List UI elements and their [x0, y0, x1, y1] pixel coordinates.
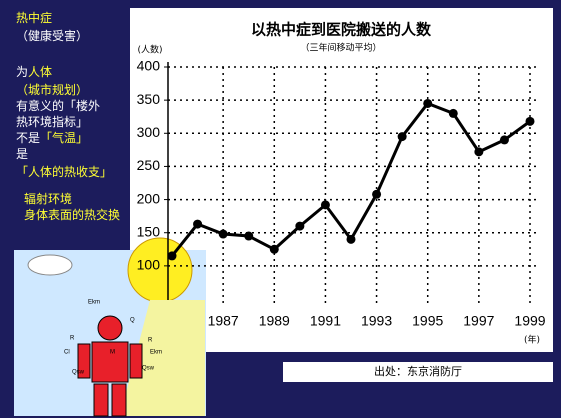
point — [193, 219, 203, 229]
x-tick-label: 1999 — [514, 313, 545, 329]
arm — [129, 343, 143, 379]
source-box — [283, 362, 553, 382]
x-tick-label: 1991 — [310, 313, 341, 329]
illustration-label: Cl — [64, 350, 70, 356]
illustration-label: Qsw — [142, 366, 155, 372]
sidebar-line: （健康受害） — [16, 28, 88, 43]
y-tick-label: 150 — [137, 223, 161, 239]
sidebar-text: （城市规划） — [16, 82, 88, 97]
point — [397, 132, 407, 142]
point — [346, 234, 356, 244]
point — [372, 189, 382, 199]
illustration-label: Ekm — [88, 300, 100, 306]
x-tick-label: 1987 — [208, 313, 239, 329]
chart-title: 以热中症到医院搬送的人数 — [251, 21, 432, 39]
sidebar-line: 为人体 — [16, 65, 52, 79]
illustration-label: R — [148, 338, 153, 344]
sidebar-line: 身体表面的热交换 — [24, 207, 120, 222]
point — [167, 251, 177, 261]
cloud — [27, 254, 73, 276]
illustration-label: Q — [130, 318, 135, 324]
point — [218, 229, 228, 239]
x-tick-label: 1993 — [361, 313, 392, 329]
y-axis-label: (人数) — [137, 44, 162, 56]
arm — [77, 343, 91, 379]
illustration — [14, 237, 206, 417]
illustration-label: Ekm — [150, 350, 162, 356]
sunlight — [120, 300, 205, 416]
illustration-label: R — [70, 336, 75, 342]
sidebar-line: 「人体的热收支」 — [16, 164, 112, 179]
sidebar-text: （健康受害） — [16, 28, 88, 43]
point — [244, 231, 254, 241]
leg — [93, 383, 109, 417]
sidebar-text: 「人体的热收支」 — [16, 164, 112, 179]
sidebar-text: 人体 — [28, 65, 52, 79]
point — [525, 116, 535, 126]
x-tick-label: 1989 — [259, 313, 290, 329]
y-tick-label: 250 — [137, 157, 161, 173]
y-tick-label: 200 — [137, 190, 161, 206]
point — [295, 221, 305, 231]
point — [320, 200, 330, 210]
sidebar: 热中症 （健康受害） 为人体 （城市规划）有意义的「楼外热环境指标」不是「气温」是「人… — [16, 10, 120, 222]
sidebar-text: 辐射环境 — [24, 191, 72, 206]
sidebar-text: 不是 — [16, 131, 40, 145]
x-axis-label: (年) — [524, 334, 540, 346]
y-tick-label: 300 — [137, 124, 161, 140]
point — [499, 135, 509, 145]
y-tick-label: 400 — [137, 58, 161, 74]
sidebar-line: 是 — [16, 147, 28, 161]
sidebar-line: 辐射环境 — [24, 191, 72, 206]
source: 出处：东京消防厅 — [374, 364, 462, 378]
sidebar-line: 热环境指标」 — [16, 114, 88, 129]
body — [91, 341, 129, 383]
sidebar-text: 是 — [16, 147, 28, 161]
sidebar-line: 有意义的「楼外 — [16, 98, 100, 113]
point — [269, 244, 279, 254]
sidebar-line: 不是「气温」 — [16, 130, 88, 145]
sidebar-text: 「气温」 — [40, 130, 88, 145]
leg — [111, 383, 127, 417]
chart-subtitle: （三年间移动平均） — [300, 42, 381, 54]
x-tick-label: 1995 — [412, 313, 443, 329]
illustration-label: M — [110, 350, 115, 356]
y-tick-label: 350 — [137, 91, 161, 107]
y-tick-label: 100 — [137, 257, 161, 273]
sidebar-text: 有意义的「楼外 — [16, 98, 100, 113]
sidebar-text: 热中症 — [16, 10, 52, 25]
point — [423, 98, 433, 108]
sidebar-line: （城市规划） — [16, 82, 88, 97]
sidebar-text: 身体表面的热交换 — [24, 207, 120, 222]
head — [97, 315, 123, 341]
illustration-label: Qsw — [72, 370, 85, 376]
point — [448, 108, 458, 118]
x-tick-label: 1997 — [463, 313, 494, 329]
sidebar-line: 热中症 — [16, 10, 52, 25]
point — [474, 147, 484, 157]
illustration-labels: Ekm Ekm M R R Q Qsw Qsw Cl — [64, 300, 162, 376]
sidebar-text: 为 — [16, 65, 28, 79]
sidebar-text: 热环境指标」 — [16, 114, 88, 129]
